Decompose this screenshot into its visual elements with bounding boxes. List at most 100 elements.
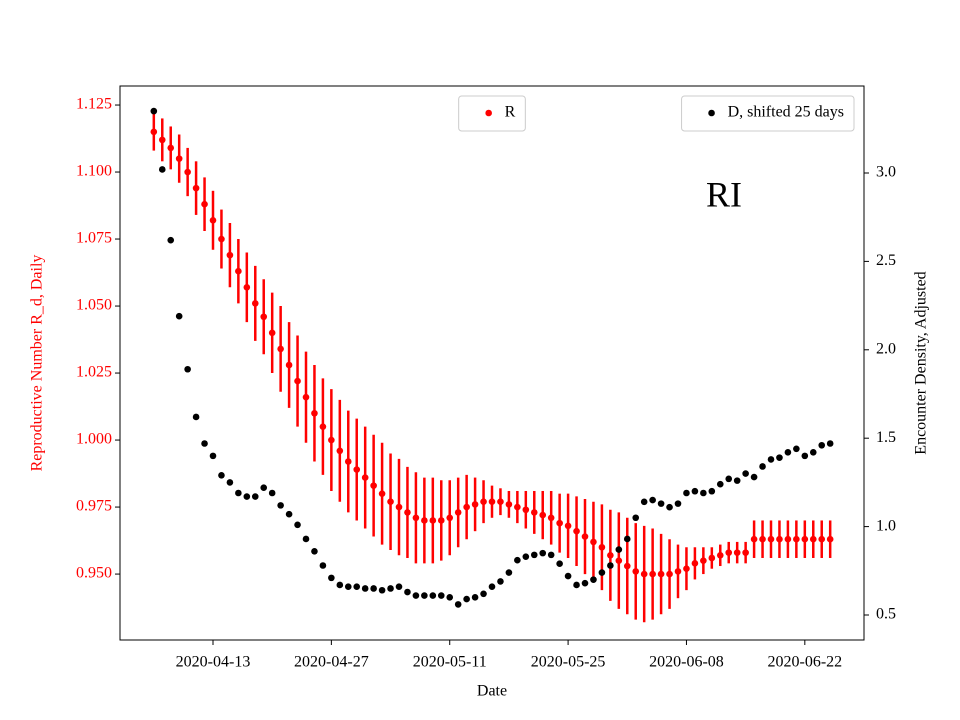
point: [260, 484, 268, 492]
point: [793, 535, 800, 543]
point: [505, 501, 513, 508]
point: [361, 585, 369, 592]
point: [277, 345, 284, 353]
point: [759, 463, 766, 470]
point: [623, 535, 631, 543]
point: [336, 581, 344, 589]
y2-axis-label: Encounter Density, Adjusted: [913, 271, 930, 454]
point: [395, 503, 403, 511]
point: [344, 458, 352, 465]
point: [328, 574, 335, 582]
point: [311, 409, 318, 417]
point: [488, 583, 496, 591]
y2-tick-label: 1.0: [876, 517, 896, 534]
point: [285, 361, 293, 369]
point: [437, 592, 445, 599]
point: [158, 136, 166, 144]
point: [175, 312, 183, 320]
point: [818, 441, 826, 449]
point: [683, 565, 690, 573]
point: [201, 440, 208, 447]
point: [412, 592, 420, 599]
legend-label: D, shifted 25 days: [728, 104, 844, 121]
point: [767, 456, 775, 463]
point: [463, 595, 470, 603]
point: [158, 166, 166, 173]
point: [243, 493, 251, 500]
point: [429, 517, 437, 524]
point: [700, 489, 707, 497]
point: [564, 522, 572, 530]
point: [378, 490, 386, 497]
x-tick-label: 2020-05-25: [531, 654, 606, 671]
legend-box: [458, 95, 526, 132]
point: [590, 538, 597, 546]
point: [615, 557, 623, 564]
point: [514, 503, 521, 511]
point: [733, 477, 741, 484]
point: [674, 568, 682, 575]
y-tick-label: 1.025: [76, 364, 112, 381]
point: [446, 594, 454, 601]
point: [404, 588, 411, 596]
point: [302, 393, 310, 401]
point: [378, 586, 386, 594]
point: [480, 498, 487, 506]
point: [826, 535, 834, 543]
point: [387, 585, 394, 592]
point: [370, 585, 377, 592]
point: [226, 251, 234, 259]
point: [471, 501, 479, 508]
x-tick-label: 2020-05-11: [413, 654, 487, 671]
point: [733, 549, 741, 556]
point: [547, 514, 555, 522]
point: [759, 535, 766, 543]
x-tick-label: 2020-04-13: [176, 654, 251, 671]
point: [784, 449, 792, 456]
point: [421, 517, 428, 524]
point: [505, 569, 513, 576]
point: [201, 200, 208, 208]
y-tick-label: 0.950: [76, 565, 112, 582]
point: [581, 579, 589, 587]
point: [801, 452, 809, 460]
point: [564, 572, 572, 580]
y2-tick-label: 0.5: [876, 606, 896, 623]
point: [150, 107, 158, 115]
point: [294, 521, 301, 529]
point: [666, 503, 673, 511]
point: [784, 535, 792, 543]
point: [209, 216, 217, 224]
point: [353, 583, 361, 591]
point: [598, 569, 606, 576]
y-tick-label: 1.100: [76, 163, 112, 180]
point: [463, 503, 470, 511]
point: [328, 436, 335, 444]
point: [691, 560, 699, 567]
point: [826, 440, 834, 447]
plot-frame: [119, 85, 865, 641]
point: [640, 570, 648, 578]
y-tick-label: 1.075: [76, 230, 112, 247]
point: [421, 592, 428, 599]
point: [632, 568, 640, 575]
y-axis-label: Reproductive Number R_d, Daily: [29, 255, 46, 472]
point: [522, 553, 530, 560]
point: [793, 445, 800, 453]
point: [277, 502, 284, 509]
point: [294, 377, 301, 385]
point: [192, 184, 200, 192]
point: [235, 267, 242, 275]
point: [522, 506, 530, 514]
legend-marker: [485, 109, 492, 117]
point: [539, 511, 547, 519]
point: [725, 475, 733, 483]
point: [573, 581, 580, 589]
legend-box: [681, 95, 855, 132]
point: [530, 551, 538, 559]
point: [598, 543, 606, 551]
point: [370, 482, 377, 489]
point: [700, 557, 707, 564]
point: [319, 423, 327, 430]
